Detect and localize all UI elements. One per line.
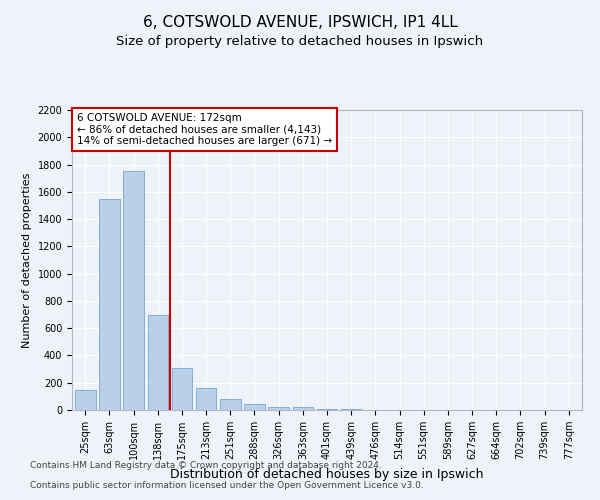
Y-axis label: Number of detached properties: Number of detached properties xyxy=(22,172,32,348)
Bar xyxy=(268,406,289,410)
Bar xyxy=(148,315,168,410)
Bar xyxy=(75,390,95,410)
Text: Contains public sector information licensed under the Open Government Licence v3: Contains public sector information licen… xyxy=(30,481,424,490)
Bar xyxy=(244,404,265,410)
Text: Size of property relative to detached houses in Ipswich: Size of property relative to detached ho… xyxy=(116,35,484,48)
Text: 6, COTSWOLD AVENUE, IPSWICH, IP1 4LL: 6, COTSWOLD AVENUE, IPSWICH, IP1 4LL xyxy=(143,15,457,30)
Bar xyxy=(124,172,144,410)
Text: 6 COTSWOLD AVENUE: 172sqm
← 86% of detached houses are smaller (4,143)
14% of se: 6 COTSWOLD AVENUE: 172sqm ← 86% of detac… xyxy=(77,113,332,146)
Bar xyxy=(220,399,241,410)
X-axis label: Distribution of detached houses by size in Ipswich: Distribution of detached houses by size … xyxy=(170,468,484,480)
Bar xyxy=(293,408,313,410)
Bar xyxy=(317,408,337,410)
Text: Contains HM Land Registry data © Crown copyright and database right 2024.: Contains HM Land Registry data © Crown c… xyxy=(30,461,382,470)
Bar xyxy=(196,388,217,410)
Bar xyxy=(172,368,192,410)
Bar xyxy=(99,200,120,410)
